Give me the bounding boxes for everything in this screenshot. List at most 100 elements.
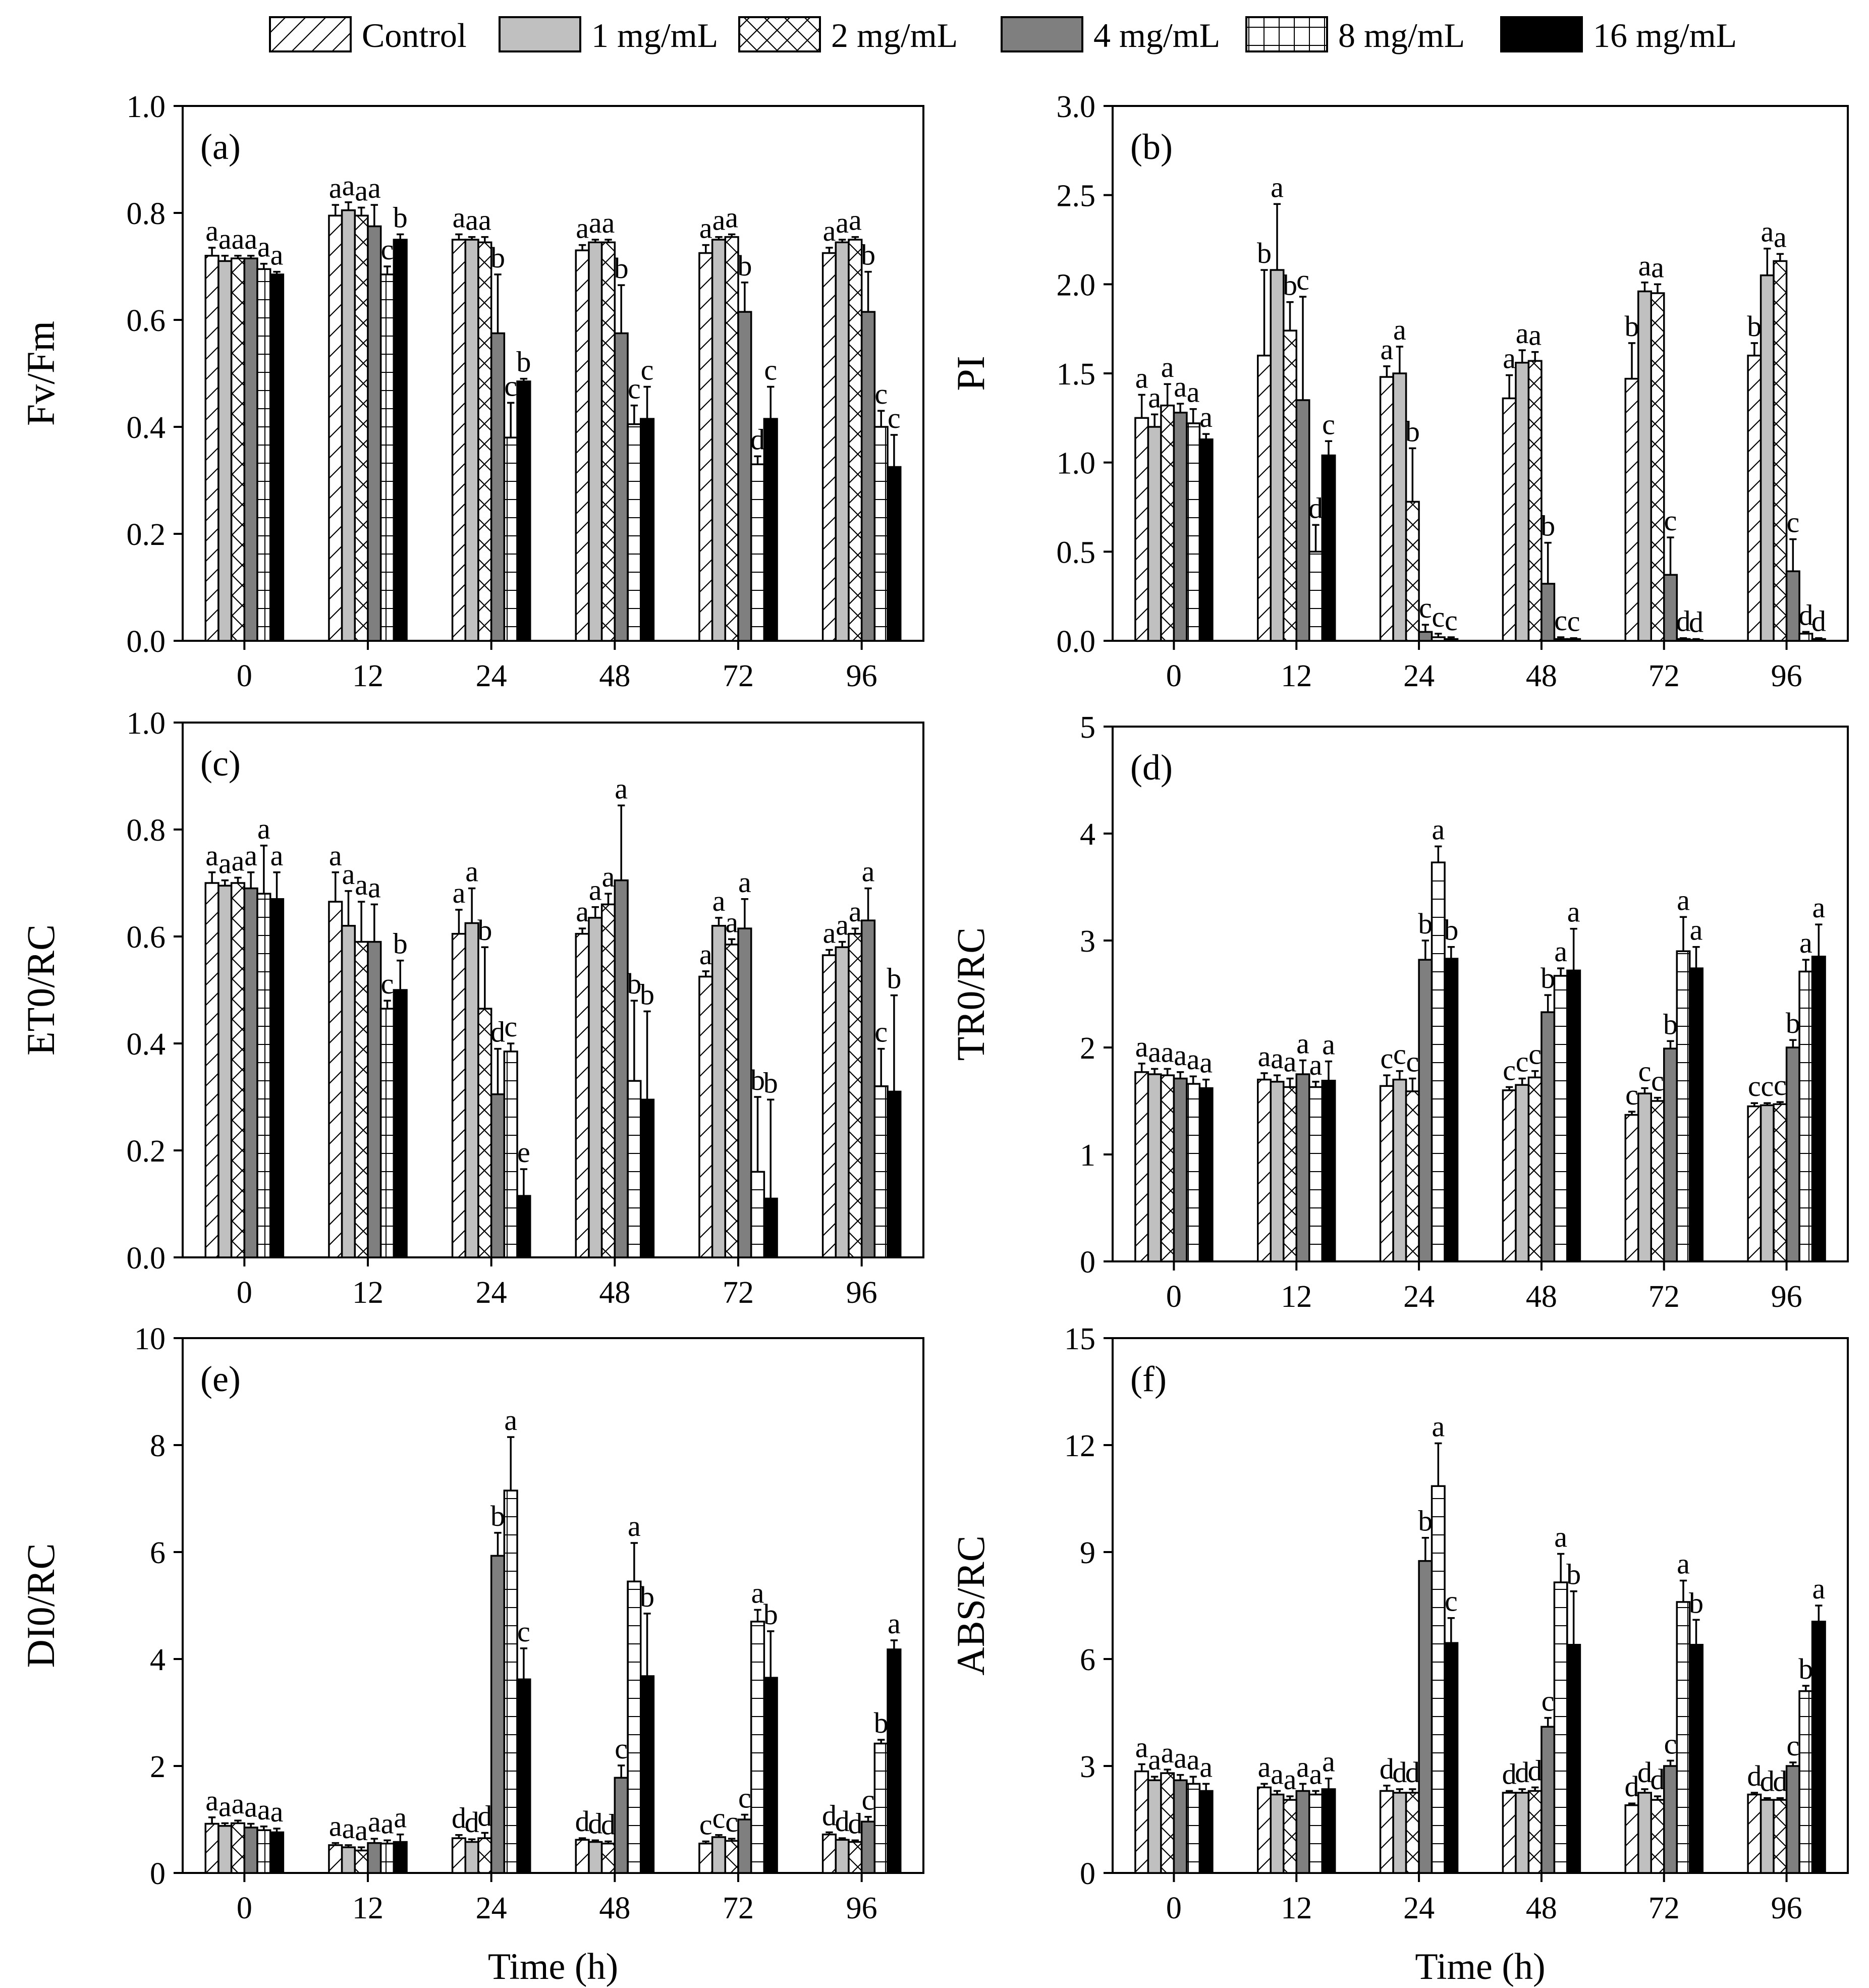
significance-letter: d: [1528, 1754, 1543, 1787]
significance-letter: b: [874, 1706, 889, 1739]
significance-letter: b: [627, 967, 641, 1000]
significance-letter: a: [504, 1404, 517, 1437]
significance-letter: a: [1812, 891, 1825, 924]
bar-2-3-5: [639, 1098, 655, 1258]
y-tick-label: 8: [150, 1429, 166, 1463]
y-tick-label: 0.4: [127, 411, 166, 445]
bar-3-2-5: [1444, 958, 1459, 1262]
legend-label-5: 16 mg/mL: [1593, 16, 1737, 54]
significance-letter: d: [1515, 1756, 1529, 1789]
bar-1-1-5: [1321, 454, 1336, 642]
significance-letter: d: [1676, 605, 1690, 638]
legend-swatch-4: [1245, 16, 1328, 52]
bar-3-4-0: [1624, 1114, 1639, 1262]
significance-letter: b: [1405, 415, 1420, 448]
bar-4-0-3: [243, 1827, 258, 1874]
significance-letter: a: [725, 906, 738, 938]
bar-3-1-4: [1308, 1086, 1323, 1262]
plot-frame-4: [182, 1337, 924, 1874]
y-tick-label: 1: [1080, 1138, 1095, 1173]
significance-letter: a: [453, 201, 466, 234]
bar-5-0-1: [1147, 1779, 1162, 1874]
bar-2-2-1: [464, 922, 479, 1258]
x-tick-label: 48: [599, 1891, 630, 1925]
significance-letter: a: [1812, 1572, 1825, 1605]
significance-letter: a: [257, 812, 270, 845]
bar-5-0-4: [1186, 1783, 1201, 1874]
bar-2-2-3: [490, 1093, 506, 1258]
significance-letter: a: [368, 871, 381, 904]
bar-5-4-1: [1637, 1792, 1653, 1874]
significance-letter: a: [218, 1790, 232, 1823]
significance-letter: b: [1798, 1652, 1813, 1685]
bar-5-1-1: [1270, 1793, 1285, 1874]
bar-1-4-4: [1676, 638, 1691, 642]
significance-letter: d: [601, 1808, 616, 1841]
significance-letter: d: [1392, 1756, 1407, 1789]
significance-letter: d: [1308, 491, 1323, 524]
bar-5-2-4: [1431, 1485, 1446, 1874]
significance-letter: c: [1445, 1585, 1458, 1618]
bar-1-1-0: [1257, 354, 1272, 642]
legend-swatch-3: [1001, 16, 1083, 52]
significance-letter: b: [1541, 510, 1555, 542]
significance-letter: a: [1296, 1750, 1309, 1783]
significance-letter: d: [822, 1799, 837, 1832]
bar-1-3-1: [1515, 362, 1530, 642]
legend-swatch-0: [269, 16, 352, 52]
bar-5-4-2: [1650, 1799, 1665, 1874]
bar-4-2-1: [464, 1841, 479, 1874]
significance-letter: b: [1689, 1586, 1703, 1619]
significance-letter: a: [218, 847, 232, 880]
bar-3-3-1: [1515, 1084, 1530, 1262]
bar-4-3-3: [614, 1777, 629, 1874]
significance-letter: a: [355, 174, 368, 207]
significance-letter: a: [1284, 1045, 1297, 1078]
bar-0-5-2: [848, 239, 863, 642]
y-axis-label: ET0/RC: [19, 924, 63, 1056]
bar-1-2-1: [1392, 372, 1407, 642]
significance-letter: a: [244, 839, 257, 872]
bar-1-1-2: [1283, 329, 1297, 642]
y-tick-label: 10: [134, 1322, 166, 1356]
significance-letter: b: [763, 1066, 778, 1099]
bar-5-1-5: [1321, 1788, 1336, 1874]
significance-letter: a: [712, 204, 726, 237]
bar-4-5-2: [848, 1841, 863, 1874]
significance-letter: b: [477, 914, 492, 947]
x-tick-label: 24: [476, 1276, 507, 1310]
significance-letter: a: [1554, 1521, 1567, 1554]
bar-5-3-4: [1553, 1581, 1568, 1874]
bar-2-4-0: [698, 975, 713, 1258]
x-tick-label: 12: [352, 1891, 383, 1925]
bar-0-2-2: [477, 241, 492, 642]
significance-letter: a: [1271, 1042, 1284, 1075]
significance-letter: e: [517, 1136, 530, 1169]
significance-letter: a: [232, 223, 245, 255]
significance-letter: a: [1135, 361, 1148, 394]
panel-label: (a): [200, 127, 241, 167]
x-tick-label: 24: [1403, 1891, 1435, 1925]
significance-letter: a: [1187, 1743, 1200, 1776]
y-tick-label: 0.6: [127, 920, 166, 955]
bar-5-2-3: [1418, 1560, 1433, 1874]
y-tick-label: 6: [1080, 1643, 1095, 1677]
x-tick-label: 0: [1166, 1891, 1182, 1925]
significance-letter: d: [1689, 605, 1703, 638]
bar-3-0-5: [1198, 1087, 1214, 1262]
significance-letter: a: [329, 172, 342, 204]
bar-3-3-2: [1527, 1076, 1543, 1262]
bar-1-3-2: [1527, 360, 1543, 642]
bar-2-1-4: [379, 1008, 395, 1258]
panel-label: (b): [1130, 127, 1173, 167]
significance-letter: c: [1432, 600, 1445, 633]
significance-letter: b: [1418, 1505, 1433, 1537]
bar-4-1-4: [379, 1842, 395, 1874]
significance-letter: c: [1393, 1038, 1406, 1071]
significance-letter: a: [1774, 220, 1787, 253]
significance-letter: a: [1271, 1757, 1284, 1790]
significance-letter: c: [1786, 1729, 1799, 1762]
bar-0-4-2: [724, 236, 739, 642]
bar-0-5-1: [835, 241, 850, 642]
